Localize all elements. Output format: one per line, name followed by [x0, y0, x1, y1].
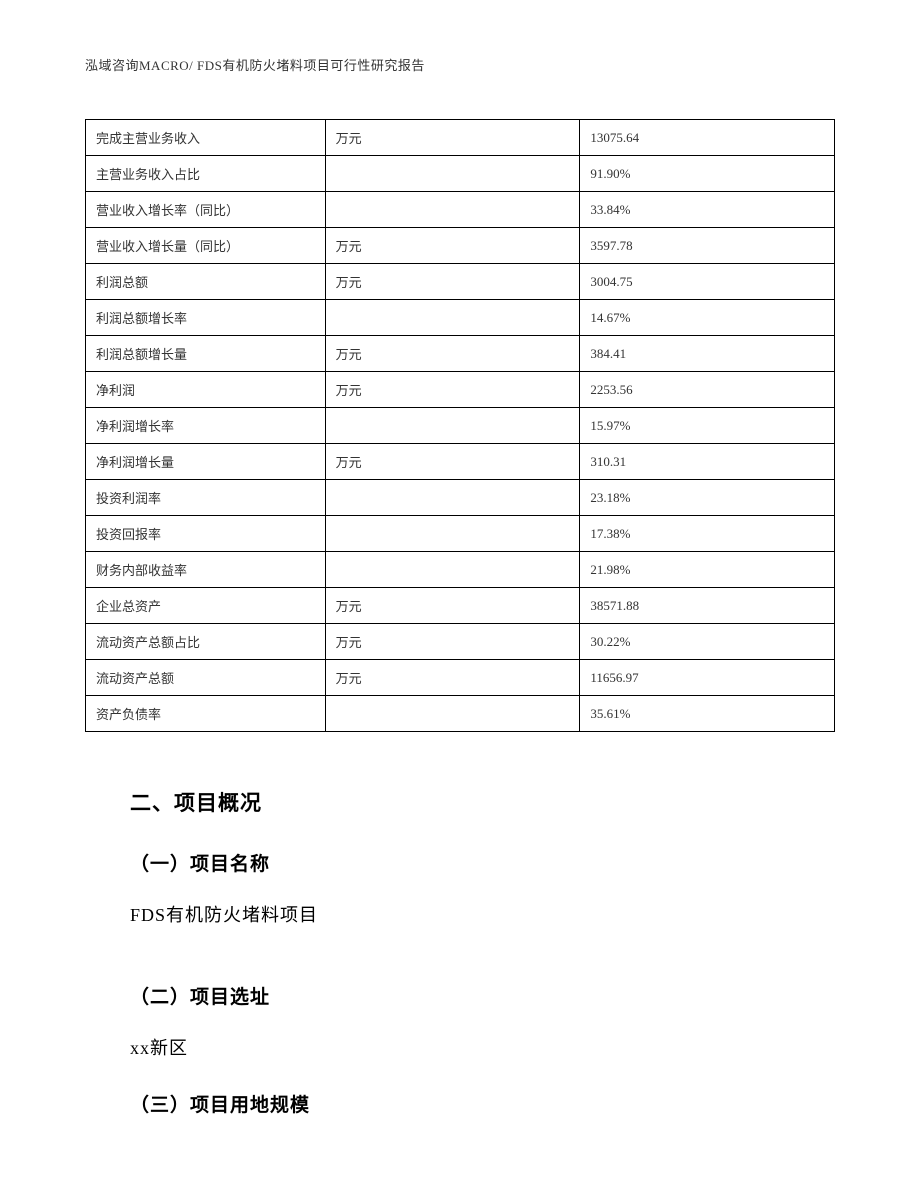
project-name-content: FDS有机防火堵料项目 [130, 901, 835, 927]
table-cell-unit [325, 156, 580, 192]
table-row: 主营业务收入占比 91.90% [86, 156, 835, 192]
table-cell-value: 17.38% [580, 516, 835, 552]
table-cell-label: 净利润 [86, 372, 326, 408]
financial-data-table: 完成主营业务收入 万元 13075.64 主营业务收入占比 91.90% 营业收… [85, 119, 835, 732]
table-row: 净利润增长率 15.97% [86, 408, 835, 444]
table-row: 投资回报率 17.38% [86, 516, 835, 552]
table-cell-label: 资产负债率 [86, 696, 326, 732]
table-cell-label: 投资回报率 [86, 516, 326, 552]
table-cell-unit: 万元 [325, 444, 580, 480]
table-cell-value: 310.31 [580, 444, 835, 480]
table-cell-unit: 万元 [325, 228, 580, 264]
sub-title-land-scale: （三）项目用地规模 [130, 1090, 835, 1117]
table-row: 净利润增长量 万元 310.31 [86, 444, 835, 480]
table-cell-value: 3597.78 [580, 228, 835, 264]
table-cell-label: 企业总资产 [86, 588, 326, 624]
table-cell-value: 2253.56 [580, 372, 835, 408]
table-row: 利润总额 万元 3004.75 [86, 264, 835, 300]
table-cell-label: 流动资产总额 [86, 660, 326, 696]
table-cell-label: 完成主营业务收入 [86, 120, 326, 156]
table-cell-value: 11656.97 [580, 660, 835, 696]
project-location-content: xx新区 [130, 1034, 835, 1060]
table-cell-unit: 万元 [325, 660, 580, 696]
table-cell-unit [325, 480, 580, 516]
table-cell-unit: 万元 [325, 372, 580, 408]
document-page: 泓域咨询MACRO/ FDS有机防火堵料项目可行性研究报告 完成主营业务收入 万… [0, 0, 920, 1192]
table-cell-value: 3004.75 [580, 264, 835, 300]
sub-title-project-location: （二）项目选址 [130, 982, 835, 1009]
table-row: 完成主营业务收入 万元 13075.64 [86, 120, 835, 156]
table-cell-value: 14.67% [580, 300, 835, 336]
table-cell-value: 91.90% [580, 156, 835, 192]
table-row: 投资利润率 23.18% [86, 480, 835, 516]
table-cell-value: 38571.88 [580, 588, 835, 624]
table-row: 营业收入增长量（同比） 万元 3597.78 [86, 228, 835, 264]
table-cell-unit [325, 192, 580, 228]
table-cell-label: 净利润增长率 [86, 408, 326, 444]
table-body: 完成主营业务收入 万元 13075.64 主营业务收入占比 91.90% 营业收… [86, 120, 835, 732]
table-cell-unit [325, 552, 580, 588]
table-cell-label: 营业收入增长量（同比） [86, 228, 326, 264]
table-cell-unit: 万元 [325, 588, 580, 624]
table-cell-value: 30.22% [580, 624, 835, 660]
table-cell-value: 21.98% [580, 552, 835, 588]
table-cell-label: 净利润增长量 [86, 444, 326, 480]
table-row: 利润总额增长量 万元 384.41 [86, 336, 835, 372]
table-cell-unit [325, 408, 580, 444]
table-cell-label: 利润总额增长量 [86, 336, 326, 372]
table-cell-value: 13075.64 [580, 120, 835, 156]
table-cell-value: 35.61% [580, 696, 835, 732]
sub-title-project-name: （一）项目名称 [130, 849, 835, 876]
table-cell-value: 33.84% [580, 192, 835, 228]
table-cell-unit: 万元 [325, 624, 580, 660]
table-row: 流动资产总额 万元 11656.97 [86, 660, 835, 696]
table-row: 营业收入增长率（同比） 33.84% [86, 192, 835, 228]
table-cell-value: 15.97% [580, 408, 835, 444]
table-cell-unit: 万元 [325, 120, 580, 156]
table-cell-label: 利润总额 [86, 264, 326, 300]
table-cell-label: 利润总额增长率 [86, 300, 326, 336]
table-row: 流动资产总额占比 万元 30.22% [86, 624, 835, 660]
table-row: 利润总额增长率 14.67% [86, 300, 835, 336]
section-title-overview: 二、项目概况 [130, 787, 835, 817]
table-cell-label: 流动资产总额占比 [86, 624, 326, 660]
table-cell-unit [325, 696, 580, 732]
table-row: 净利润 万元 2253.56 [86, 372, 835, 408]
table-cell-value: 23.18% [580, 480, 835, 516]
table-row: 企业总资产 万元 38571.88 [86, 588, 835, 624]
page-header: 泓域咨询MACRO/ FDS有机防火堵料项目可行性研究报告 [85, 55, 835, 74]
table-cell-unit: 万元 [325, 264, 580, 300]
table-row: 资产负债率 35.61% [86, 696, 835, 732]
table-cell-label: 财务内部收益率 [86, 552, 326, 588]
table-row: 财务内部收益率 21.98% [86, 552, 835, 588]
table-cell-value: 384.41 [580, 336, 835, 372]
table-cell-unit [325, 516, 580, 552]
table-cell-label: 投资利润率 [86, 480, 326, 516]
table-cell-label: 主营业务收入占比 [86, 156, 326, 192]
table-cell-unit: 万元 [325, 336, 580, 372]
table-cell-label: 营业收入增长率（同比） [86, 192, 326, 228]
table-cell-unit [325, 300, 580, 336]
